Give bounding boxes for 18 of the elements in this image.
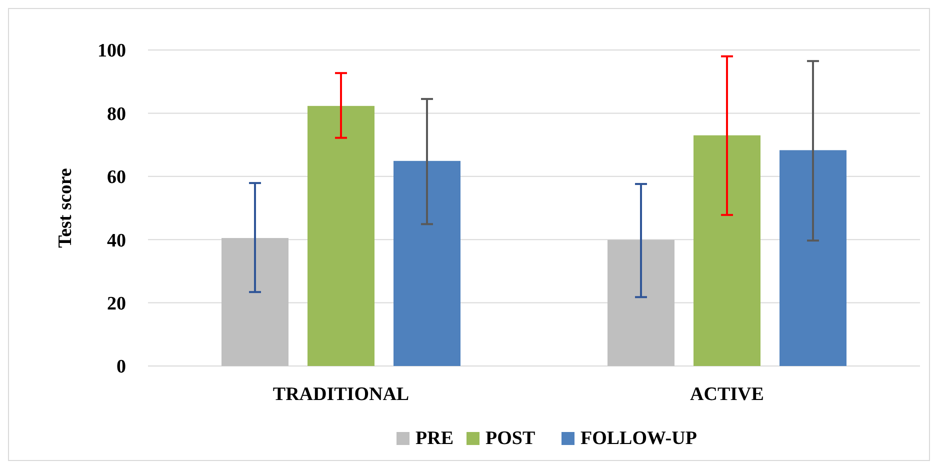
y-tick-label: 0 <box>116 356 126 378</box>
y-tick-label: 80 <box>107 104 126 125</box>
bar <box>780 150 846 366</box>
bar <box>222 238 288 366</box>
y-tick-label: 100 <box>98 40 126 62</box>
legend-label: POST <box>486 428 536 449</box>
x-tick-label: TRADITIONAL <box>272 384 410 405</box>
y-tick-label: 40 <box>107 230 126 252</box>
y-tick-label: 60 <box>107 167 126 188</box>
y-tick-label: 20 <box>107 293 126 314</box>
bar <box>608 240 674 366</box>
legend-label: PRE <box>416 428 454 449</box>
legend-label: FOLLOW-UP <box>580 428 698 449</box>
bar <box>694 135 760 366</box>
x-tick-label: ACTIVE <box>690 384 764 405</box>
y-axis-title: Test score <box>55 168 76 248</box>
bar <box>394 160 460 366</box>
bar <box>308 106 374 366</box>
